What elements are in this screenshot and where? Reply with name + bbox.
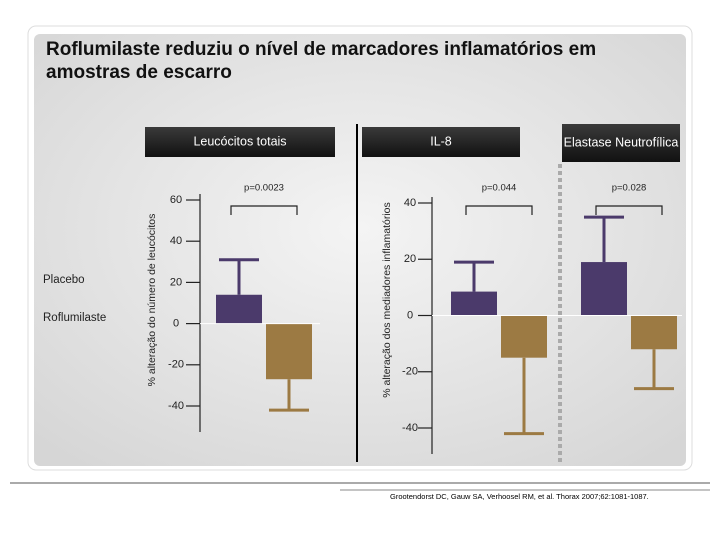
p-value: p=0.028 [612, 183, 647, 194]
significance-bracket [595, 205, 663, 215]
chart-title: Leucócitos totais [193, 134, 286, 148]
header-box [562, 124, 680, 162]
y-tick-label: 60 [170, 194, 182, 206]
legend-label: Placebo [43, 274, 85, 286]
header-box [145, 127, 335, 157]
bar [216, 294, 262, 324]
y-axis-label: % alteração do número de leucócitos [146, 214, 158, 387]
title-box: Roflumilaste reduziu o nível de marcador… [46, 39, 597, 83]
category-header: Elastase Neutrofílica [564, 135, 679, 149]
y-tick-label: 40 [170, 235, 182, 247]
y-tick-label: 20 [170, 276, 182, 288]
bar [451, 291, 497, 316]
bar [266, 323, 312, 380]
citation: Grootendorst DC, Gauw SA, Verhoosel RM, … [390, 492, 649, 501]
y-tick-label: -40 [168, 400, 184, 412]
y-tick-label: -20 [402, 366, 418, 378]
y-tick-label: -20 [168, 359, 184, 371]
y-tick-label: 40 [404, 197, 416, 209]
p-value: p=0.044 [482, 183, 517, 194]
p-value: p=0.0023 [244, 183, 284, 194]
bar [501, 315, 547, 358]
bar [631, 315, 677, 350]
y-tick-label: 0 [173, 318, 179, 330]
y-axis-label: % alteração dos mediadores inflamatórios [381, 202, 393, 398]
bar [581, 262, 627, 316]
y-tick-label: -40 [402, 422, 418, 434]
significance-bracket [465, 205, 533, 215]
significance-bracket [230, 205, 298, 215]
category-header: IL-8 [430, 134, 452, 148]
legend-label: Roflumilaste [43, 312, 106, 324]
y-tick-label: 20 [404, 253, 416, 265]
slide-title: Roflumilaste reduziu o nível de marcador… [46, 39, 597, 83]
y-tick-label: 0 [407, 309, 413, 321]
header-box [362, 127, 520, 157]
panel [34, 34, 686, 466]
